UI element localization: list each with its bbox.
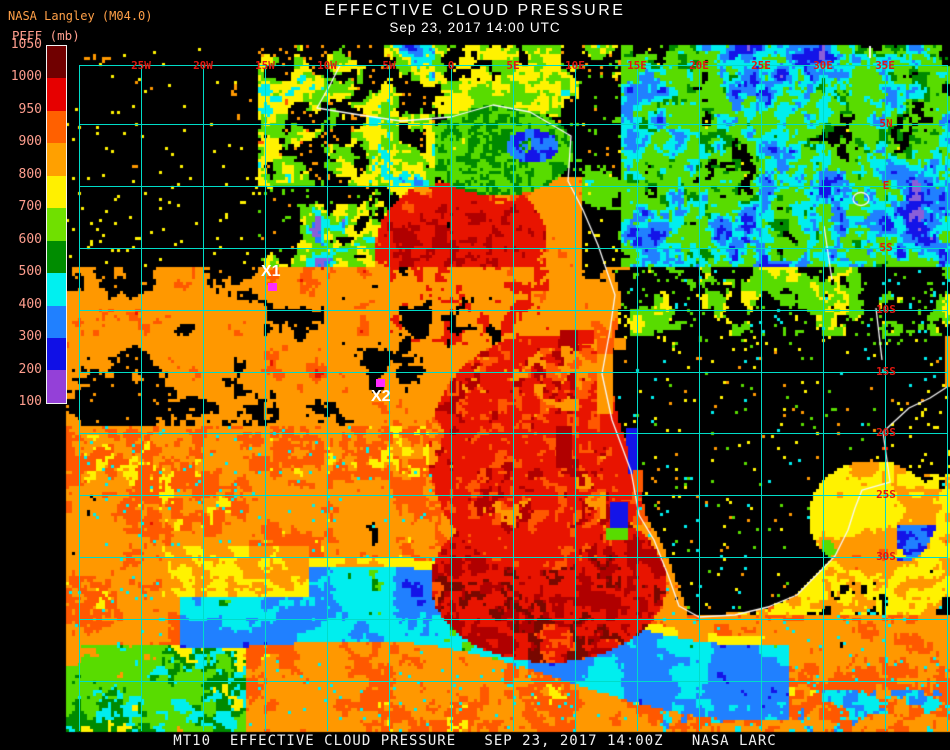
colorbar-tick: 1000 — [10, 69, 42, 85]
target-marker — [376, 379, 385, 387]
grid-meridian — [513, 65, 514, 731]
latitude-label: 25S — [876, 488, 896, 501]
latitude-label: 20S — [876, 426, 896, 439]
latitude-label: 15S — [876, 365, 896, 378]
grid-meridian — [203, 65, 204, 731]
longitude-label: 5W — [382, 59, 396, 72]
colorbar-tick: 100 — [18, 393, 42, 409]
target-marker — [268, 283, 277, 291]
grid-parallel — [79, 681, 947, 682]
colorbar-tick: 500 — [18, 264, 42, 280]
colorbar-tick: 950 — [18, 101, 42, 117]
longitude-label: 0 — [447, 59, 455, 72]
grid-meridian — [761, 65, 762, 731]
grid-meridian — [575, 65, 576, 731]
grid-parallel — [79, 557, 947, 558]
grid-meridian — [265, 65, 266, 731]
colorbar-segment — [47, 305, 66, 338]
colorbar-tick: 200 — [18, 361, 42, 377]
colorbar-segment — [47, 370, 66, 403]
target-marker-label: X2 — [371, 388, 391, 405]
latitude-label: 30S — [876, 550, 896, 563]
colorbar-segment — [47, 143, 66, 176]
latitude-label: 10S — [876, 303, 896, 316]
grid-meridian — [389, 65, 390, 731]
latitude-label: 5N — [879, 117, 893, 130]
latitude-label: E — [882, 179, 890, 192]
longitude-label: 5E — [506, 59, 520, 72]
colorbar-tick: 400 — [18, 296, 42, 312]
longitude-label: 25W — [131, 59, 151, 72]
grid-parallel — [79, 124, 947, 125]
grid-parallel — [79, 186, 947, 187]
colorbar-tick: 1050 — [10, 37, 42, 52]
colorbar-tick: 900 — [18, 134, 42, 150]
colorbar-segment — [47, 78, 66, 111]
grid-meridian — [327, 65, 328, 731]
colorbar-segment — [47, 110, 66, 144]
longitude-label: 15E — [627, 59, 647, 72]
colorbar-segment — [47, 337, 66, 371]
grid-meridian — [885, 65, 886, 731]
longitude-label: 10W — [317, 59, 337, 72]
colorbar-segment — [47, 46, 66, 79]
grid-parallel — [79, 433, 947, 434]
grid-meridian — [451, 65, 452, 731]
grid-parallel — [79, 310, 947, 311]
longitude-label: 20E — [689, 59, 709, 72]
colorbar-tick: 800 — [18, 166, 42, 182]
colorbar-segment — [47, 208, 66, 241]
grid-meridian — [947, 65, 948, 731]
grid-parallel — [79, 495, 947, 496]
longitude-label: 30E — [813, 59, 833, 72]
grid-meridian — [637, 65, 638, 731]
grid-parallel — [79, 65, 947, 66]
colorbar-tick: 600 — [18, 231, 42, 247]
longitude-label: 25E — [751, 59, 771, 72]
grid-meridian — [823, 65, 824, 731]
colorbar-tick: 300 — [18, 329, 42, 345]
latitude-label: 5S — [879, 241, 893, 254]
colorbar-segment — [47, 240, 66, 274]
grid-meridian — [141, 65, 142, 731]
colorbar-tick: 700 — [18, 199, 42, 215]
grid-parallel — [79, 248, 947, 249]
credit-label: NASA Langley (M04.0) — [8, 9, 153, 23]
grid-parallel — [79, 619, 947, 620]
grid-parallel — [79, 372, 947, 373]
target-marker-label: X1 — [261, 263, 281, 280]
colorbar — [46, 45, 67, 404]
grid-meridian — [699, 65, 700, 731]
footer-caption: MT10 EFFECTIVE CLOUD PRESSURE SEP 23, 20… — [173, 733, 777, 749]
page-subtitle: Sep 23, 2017 14:00 UTC — [389, 20, 561, 35]
longitude-label: 10E — [565, 59, 585, 72]
colorbar-segment — [47, 175, 66, 209]
page-title: EFFECTIVE CLOUD PRESSURE — [324, 2, 626, 19]
longitude-label: 20W — [193, 59, 213, 72]
colorbar-title: PEFF (mb) — [12, 28, 80, 43]
longitude-label: 15W — [255, 59, 275, 72]
grid-meridian — [79, 65, 80, 731]
colorbar-segment — [47, 273, 66, 306]
longitude-label: 35E — [875, 59, 895, 72]
